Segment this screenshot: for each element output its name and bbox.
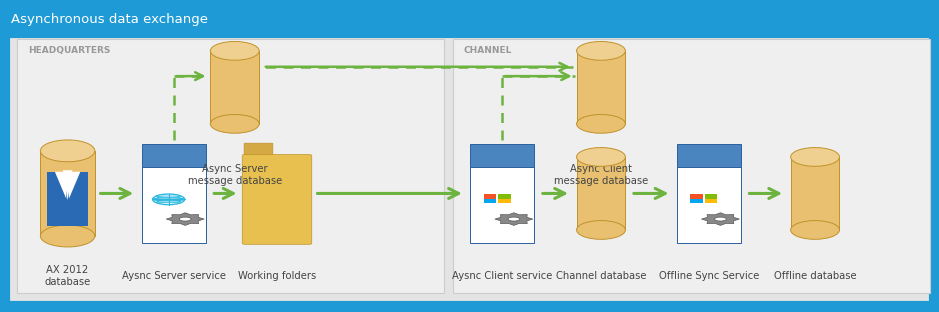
Text: Async Server
message database: Async Server message database [188,163,282,186]
Ellipse shape [40,225,95,247]
Ellipse shape [577,41,625,60]
Text: Offline database: Offline database [774,271,856,281]
FancyBboxPatch shape [704,194,717,199]
FancyBboxPatch shape [484,194,497,199]
Polygon shape [166,213,204,225]
Text: Aysnc Server service: Aysnc Server service [122,271,225,281]
FancyBboxPatch shape [470,144,534,168]
Text: Aysnc Client service: Aysnc Client service [453,271,552,281]
FancyBboxPatch shape [470,168,534,243]
FancyBboxPatch shape [210,51,259,124]
FancyBboxPatch shape [484,199,497,203]
FancyBboxPatch shape [498,199,511,203]
FancyBboxPatch shape [577,157,625,230]
Ellipse shape [210,41,259,60]
FancyBboxPatch shape [40,151,95,236]
Polygon shape [69,172,81,199]
Text: Async Client
message database: Async Client message database [554,163,648,186]
Ellipse shape [791,148,839,166]
FancyBboxPatch shape [690,199,703,203]
Text: CHANNEL: CHANNEL [464,46,513,55]
FancyBboxPatch shape [690,194,703,199]
FancyBboxPatch shape [498,194,511,199]
FancyBboxPatch shape [17,39,444,293]
Polygon shape [701,213,739,225]
Ellipse shape [577,115,625,133]
Text: Working folders: Working folders [238,271,316,281]
FancyBboxPatch shape [47,172,88,226]
FancyBboxPatch shape [577,51,625,124]
FancyBboxPatch shape [704,199,717,203]
Polygon shape [63,170,72,200]
FancyBboxPatch shape [244,143,273,156]
FancyBboxPatch shape [677,144,741,168]
Circle shape [179,217,192,221]
Circle shape [153,194,185,205]
Text: HEADQUARTERS: HEADQUARTERS [28,46,111,55]
Ellipse shape [40,140,95,162]
Ellipse shape [577,148,625,166]
Ellipse shape [210,115,259,133]
Text: Offline Sync Service: Offline Sync Service [659,271,759,281]
FancyBboxPatch shape [453,39,930,293]
FancyBboxPatch shape [142,144,206,168]
FancyBboxPatch shape [791,157,839,230]
Text: Asynchronous data exchange: Asynchronous data exchange [11,13,208,26]
FancyBboxPatch shape [242,154,312,244]
FancyBboxPatch shape [142,168,206,243]
Ellipse shape [577,221,625,239]
Polygon shape [495,213,532,225]
Text: AX 2012
database: AX 2012 database [44,265,91,287]
FancyBboxPatch shape [8,36,931,303]
Polygon shape [54,172,67,199]
Circle shape [715,217,727,221]
Text: Channel database: Channel database [556,271,646,281]
Ellipse shape [791,221,839,239]
FancyBboxPatch shape [677,168,741,243]
Circle shape [508,217,520,221]
